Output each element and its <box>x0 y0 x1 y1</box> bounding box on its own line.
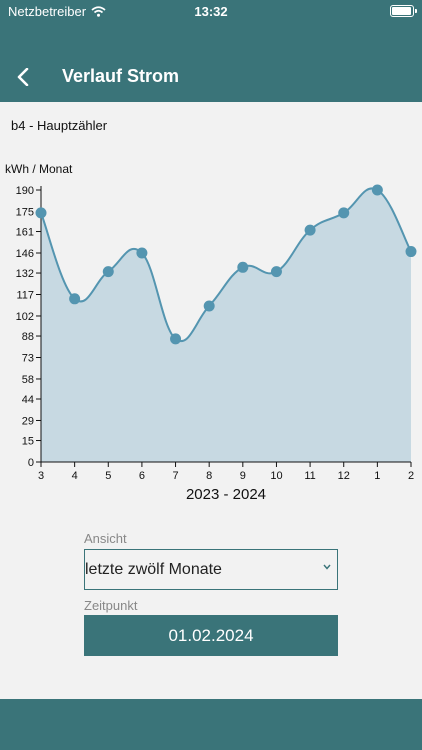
view-select-value: letzte zwölf Monate <box>85 561 222 578</box>
y-tick-label: 132 <box>16 268 34 280</box>
data-point <box>136 247 148 259</box>
data-point <box>338 207 350 219</box>
x-tick-label: 2 <box>408 470 414 482</box>
x-tick-label: 1 <box>374 470 380 482</box>
y-tick-label: 146 <box>16 248 34 260</box>
data-point <box>237 261 249 273</box>
x-tick-label: 3 <box>38 470 44 482</box>
view-select[interactable]: letzte zwölf Monate <box>84 549 338 590</box>
data-point <box>102 266 114 278</box>
y-axis-label: kWh / Monat <box>5 162 73 176</box>
chart-area-fill <box>41 188 411 462</box>
carrier-info: Netzbetreiber <box>8 4 106 19</box>
app-header: Netzbetreiber 13:32 Verlauf Strom <box>0 0 422 102</box>
date-value: 01.02.2024 <box>168 625 254 645</box>
x-tick-label: 7 <box>172 470 178 482</box>
status-time: 13:32 <box>194 4 228 19</box>
data-point <box>405 246 417 258</box>
data-point <box>304 224 316 236</box>
wifi-icon <box>91 6 106 17</box>
x-tick-label: 11 <box>304 470 315 482</box>
x-tick-label: 4 <box>72 470 78 482</box>
y-tick-label: 29 <box>22 415 34 427</box>
data-point <box>371 184 383 196</box>
y-tick-label: 44 <box>22 394 34 406</box>
y-tick-label: 117 <box>16 290 34 302</box>
data-point <box>203 300 215 312</box>
page-title: Verlauf Strom <box>62 66 180 86</box>
y-tick-label: 58 <box>22 374 34 386</box>
y-tick-label: 73 <box>22 352 34 364</box>
data-point <box>35 207 47 219</box>
data-point <box>170 333 182 345</box>
date-picker-button[interactable]: 01.02.2024 <box>84 615 338 656</box>
x-tick-label: 8 <box>206 470 212 482</box>
time-label: Zeitpunkt <box>84 598 138 613</box>
x-tick-label: 9 <box>240 470 246 482</box>
y-tick-label: 88 <box>22 331 34 343</box>
y-tick-label: 0 <box>28 457 34 469</box>
data-point <box>270 266 282 278</box>
y-tick-label: 175 <box>16 206 34 218</box>
x-tick-label: 6 <box>139 470 145 482</box>
back-button[interactable] <box>8 62 38 92</box>
x-tick-label: 5 <box>105 470 111 482</box>
meter-label: b4 - Hauptzähler <box>11 118 108 133</box>
chevron-left-icon <box>17 68 29 86</box>
x-tick-label: 10 <box>270 470 282 482</box>
x-tick-label: 12 <box>338 470 350 482</box>
y-tick-label: 161 <box>16 227 34 239</box>
bottom-bar <box>0 699 422 750</box>
y-tick-label: 102 <box>16 311 34 323</box>
x-axis-label: 2023 - 2024 <box>186 486 266 503</box>
status-bar: Netzbetreiber 13:32 <box>0 0 422 22</box>
battery-icon <box>390 5 417 17</box>
view-label: Ansicht <box>84 531 127 546</box>
data-point <box>69 293 81 305</box>
carrier-name: Netzbetreiber <box>8 4 87 19</box>
chevron-down-icon <box>323 564 331 570</box>
y-tick-label: 190 <box>16 185 34 197</box>
y-tick-label: 15 <box>22 436 34 448</box>
